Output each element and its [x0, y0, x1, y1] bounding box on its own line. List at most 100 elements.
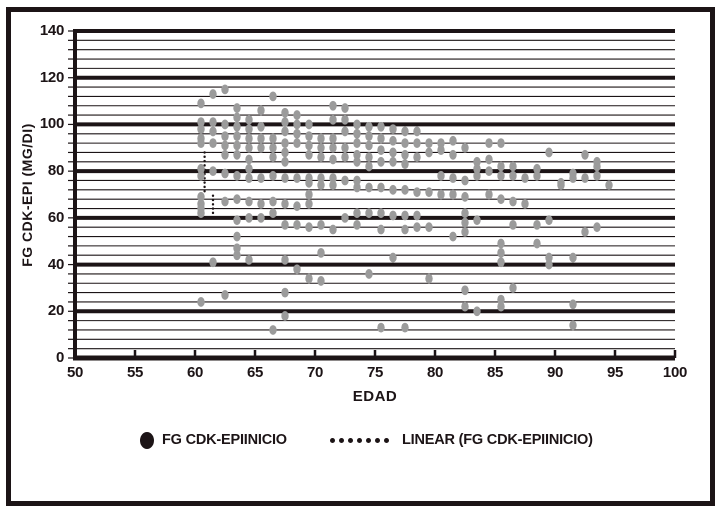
scatter-point [329, 100, 337, 111]
scatter-point [485, 138, 493, 149]
scatter-point [293, 110, 301, 120]
scatter-point [413, 222, 421, 233]
x-tick-label: 95 [606, 364, 624, 381]
scatter-point [281, 173, 289, 184]
scatter-point [305, 177, 313, 188]
scatter-point [509, 170, 517, 181]
scatter-point [305, 189, 313, 200]
scatter-point [581, 226, 589, 237]
scatter-point [473, 163, 481, 174]
scatter-point [269, 91, 277, 102]
scatter-point [281, 198, 289, 209]
scatter-point [437, 138, 445, 149]
scatter-point [425, 147, 433, 158]
scatter-point [581, 149, 589, 160]
scatter-point [449, 149, 457, 160]
scatter-point [365, 269, 373, 279]
scatter-point [233, 121, 241, 132]
scatter-point [233, 250, 241, 261]
scatter-point [317, 219, 325, 230]
scatter-point [269, 208, 277, 219]
scatter-point [413, 126, 421, 137]
scatter-point [257, 198, 265, 209]
scatter-point [209, 126, 217, 137]
y-tick-label: 120 [39, 68, 64, 86]
scatter-point [197, 297, 205, 307]
scatter-point [341, 212, 349, 223]
scatter-point [593, 170, 601, 181]
scatter-point [329, 224, 337, 235]
scatter-point [473, 215, 481, 226]
scatter-point [197, 191, 205, 202]
scatter-point [425, 273, 433, 284]
scatter-point [341, 175, 349, 186]
scatter-point [569, 173, 577, 184]
scatter-point [461, 208, 469, 219]
scatter-point [353, 128, 361, 139]
scatter-point [449, 135, 457, 146]
scatter-point [485, 166, 493, 177]
scatter-point [497, 257, 505, 268]
scatter-point [197, 163, 205, 174]
scatter-point [317, 276, 325, 286]
scatter-point [221, 196, 229, 207]
scatter-point [353, 175, 361, 186]
scatter-point [317, 152, 325, 163]
scatter-point [293, 128, 301, 139]
scatter-point [593, 222, 601, 233]
scatter-point [245, 255, 253, 265]
x-tick-label: 65 [246, 364, 264, 381]
scatter-point [233, 194, 241, 205]
scatter-point [245, 142, 253, 153]
scatter-point [209, 138, 217, 149]
x-axis-title: EDAD [352, 388, 398, 405]
scatter-point [413, 210, 421, 221]
scatter-point [233, 215, 241, 226]
scatter-point [353, 119, 361, 130]
scatter-point [389, 210, 397, 221]
scatter-point [317, 180, 325, 191]
scatter-point [497, 194, 505, 205]
scatter-point [233, 149, 241, 160]
scatter-point [485, 154, 493, 165]
legend-label: LINEAR (FG CDK-EPIINICIO) [402, 432, 593, 448]
scatter-point [245, 173, 253, 184]
scatter-point [389, 252, 397, 263]
scatter-point [557, 180, 565, 191]
scatter-point [221, 84, 229, 95]
scatter-point [413, 138, 421, 149]
scatter-point [341, 126, 349, 137]
scatter-point [197, 117, 205, 127]
scatter-point [305, 222, 313, 233]
scatter-point [497, 161, 505, 172]
scatter-point [293, 119, 301, 130]
scatter-point [545, 147, 553, 158]
x-tick-label: 50 [66, 364, 84, 381]
scatter-point [377, 182, 385, 193]
scatter-point [209, 117, 217, 127]
scatter-point [269, 142, 277, 153]
scatter-point [389, 135, 397, 146]
scatter-point [377, 224, 385, 235]
scatter-point [245, 154, 253, 165]
scatter-point [245, 114, 253, 125]
scatter-point [473, 170, 481, 181]
scatter-point [353, 208, 361, 219]
scatter-point [257, 121, 265, 132]
scatter-point [281, 156, 289, 167]
scatter-point [461, 301, 469, 312]
x-tick-label: 55 [126, 364, 144, 381]
scatter-point [377, 156, 385, 167]
y-tick-label: 0 [55, 349, 64, 366]
scatter-point [593, 161, 601, 172]
x-tick-label: 60 [186, 364, 204, 381]
scatter-point [305, 198, 313, 209]
scatter-point [293, 201, 301, 212]
scatter-point [365, 121, 373, 132]
scatter-point [281, 255, 289, 265]
y-tick-label: 60 [47, 208, 64, 226]
scatter-point [209, 89, 217, 99]
scatter-point [461, 285, 469, 296]
scatter-point [449, 189, 457, 200]
